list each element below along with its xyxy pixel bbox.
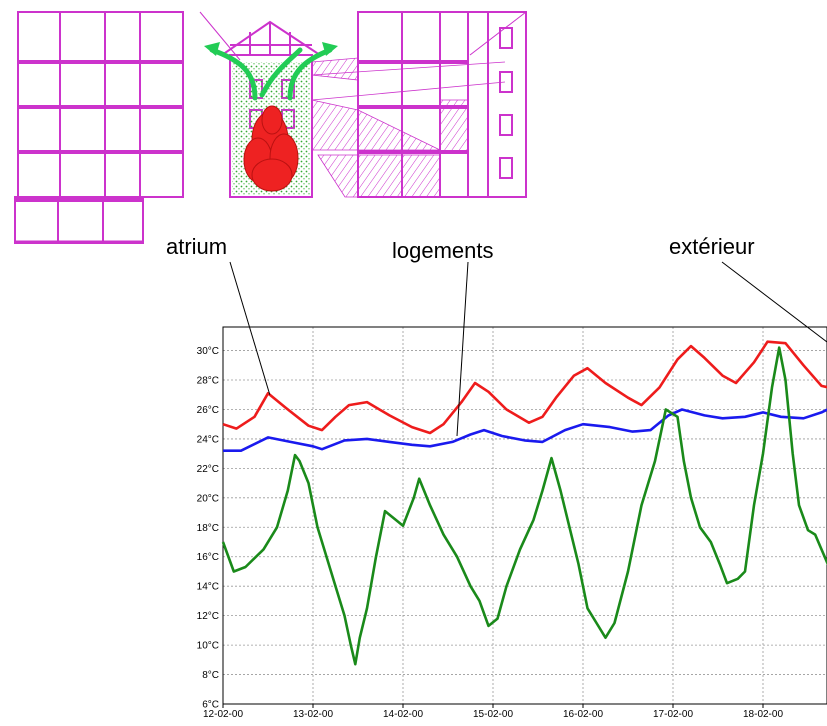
y-tick-label: 8°C (202, 670, 219, 681)
y-tick-label: 20°C (197, 493, 219, 504)
y-tick-label: 30°C (197, 346, 219, 357)
x-tick-label: 18-02-00 (743, 709, 783, 720)
series-layer (221, 340, 827, 666)
airflow-arrow-icon (209, 47, 333, 101)
x-tick-label: 13-02-00 (293, 709, 333, 720)
x-axis: 12-02-00 13-02-00 14-02-00 15-02-00 16-02-00… (203, 704, 783, 720)
series-line-exterieur (221, 346, 827, 666)
y-tick-label: 24°C (197, 434, 219, 445)
callout-pointers (229, 261, 827, 437)
annotation-logements: logements (392, 238, 494, 263)
tree-icon (243, 105, 299, 192)
x-tick-label: 14-02-00 (383, 709, 423, 720)
callout-pointer-0 (229, 261, 271, 395)
y-tick-label: 12°C (197, 611, 219, 622)
callout-pointer-2 (721, 261, 827, 343)
callout-pointer-1 (456, 261, 469, 437)
x-tick-label: 12-02-00 (203, 709, 243, 720)
y-tick-label: 14°C (197, 582, 219, 593)
chart-grid (223, 327, 827, 704)
x-tick-label: 15-02-00 (473, 709, 513, 720)
y-tick-label: 6°C (202, 700, 219, 711)
annotation-atrium: atrium (166, 234, 228, 259)
y-tick-label: 22°C (197, 464, 219, 475)
series-line-atrium (222, 340, 827, 435)
y-tick-label: 28°C (197, 376, 219, 387)
y-tick-label: 16°C (197, 552, 219, 563)
plot-frame (222, 326, 827, 705)
x-tick-label: 17-02-00 (653, 709, 693, 720)
annotation-exterieur: extérieur (669, 234, 755, 259)
y-axis: 6°C 8°C 10°C 12°C 14°C 16°C 18°C 20°C 22°C 24°C 26… (197, 346, 219, 710)
series-line-logements (223, 408, 827, 453)
x-tick-label: 16-02-00 (563, 709, 603, 720)
y-tick-label: 18°C (197, 523, 219, 534)
building-section-diagram (14, 11, 527, 244)
y-tick-label: 10°C (197, 641, 219, 652)
y-tick-label: 26°C (197, 405, 219, 416)
